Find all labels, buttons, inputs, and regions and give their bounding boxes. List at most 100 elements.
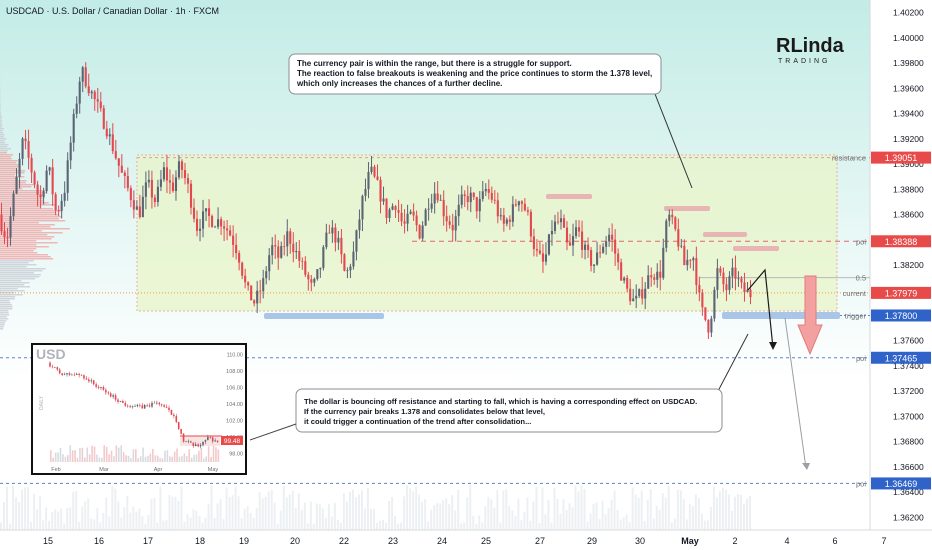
volume-bar bbox=[39, 496, 42, 530]
volume-bar bbox=[144, 523, 147, 530]
inset-volume-bar bbox=[156, 455, 159, 462]
volume-bar bbox=[36, 509, 39, 530]
volume-profile-bar bbox=[0, 296, 16, 298]
volume-bar bbox=[730, 510, 733, 530]
volume-bar bbox=[183, 521, 186, 530]
candle-body bbox=[556, 221, 560, 223]
volume-bar bbox=[379, 520, 382, 530]
inset-volume-bar bbox=[203, 458, 205, 462]
volume-bar bbox=[487, 497, 490, 530]
volume-profile-bar bbox=[0, 156, 12, 158]
usd-inset-chart[interactable]: USD DAILY 110.00 108.00 106.00 104.00 102.00… bbox=[31, 343, 247, 475]
candle-body bbox=[514, 204, 517, 206]
volume-bar bbox=[237, 496, 240, 530]
inset-volume-bar bbox=[118, 447, 120, 462]
volume-bar bbox=[306, 523, 309, 530]
level-name: poi bbox=[856, 237, 866, 246]
inset-candle-body bbox=[124, 402, 127, 406]
candle-body bbox=[138, 206, 141, 218]
volume-profile bbox=[0, 70, 70, 330]
inset-candle-body bbox=[190, 441, 192, 443]
inset-candle-body bbox=[204, 440, 207, 442]
volume-bar bbox=[637, 497, 640, 530]
candle-body bbox=[319, 267, 322, 270]
x-tick-label: 4 bbox=[784, 536, 789, 546]
volume-bar bbox=[712, 486, 715, 530]
volume-bar bbox=[105, 497, 108, 530]
inset-candle-body bbox=[68, 373, 71, 375]
volume-bar bbox=[234, 486, 237, 530]
price-axis[interactable]: 1.40200 1.40000 1.39800 1.39600 1.39400 1.392… bbox=[893, 8, 924, 523]
inset-y-tick: 104.00 bbox=[226, 402, 243, 408]
volume-bar bbox=[159, 486, 162, 530]
candle-body bbox=[208, 208, 211, 217]
volume-bar bbox=[261, 498, 264, 530]
volume-bar bbox=[150, 499, 153, 530]
candle-body bbox=[340, 237, 343, 255]
candle-body bbox=[647, 275, 650, 289]
x-tick-label: 18 bbox=[195, 536, 205, 546]
volume-bar bbox=[493, 507, 496, 530]
inset-connector bbox=[249, 423, 297, 441]
candle-body bbox=[99, 101, 102, 109]
level-name: 0.5 bbox=[856, 274, 866, 283]
candle-body bbox=[39, 194, 42, 198]
inset-volume-bar bbox=[139, 456, 142, 462]
volume-bar bbox=[372, 509, 375, 530]
candle-body bbox=[713, 289, 716, 319]
volume-profile-bar bbox=[0, 314, 10, 316]
volume-bar bbox=[108, 516, 111, 530]
projection-path[interactable] bbox=[747, 268, 774, 349]
volume-bar bbox=[442, 500, 445, 530]
volume-bar bbox=[748, 495, 751, 530]
inset-volume-bar bbox=[79, 448, 81, 462]
candle-body bbox=[457, 204, 460, 217]
inset-range-band bbox=[180, 436, 220, 446]
bottom-callout[interactable]: The dollar is bouncing off resistance an… bbox=[249, 333, 749, 441]
candle-body bbox=[295, 251, 298, 253]
volume-profile-bar bbox=[0, 300, 10, 302]
volume-bar bbox=[231, 495, 234, 530]
candle-body bbox=[433, 193, 436, 204]
volume-bar bbox=[727, 494, 730, 530]
volume-bar bbox=[643, 521, 646, 530]
volume-bar bbox=[697, 498, 700, 530]
volume-bar bbox=[628, 522, 631, 530]
volume-profile-bar bbox=[0, 328, 4, 330]
inset-candle-body bbox=[66, 373, 68, 375]
volume-bar bbox=[505, 489, 508, 530]
top-note-line-1: The currency pair is within the range, b… bbox=[297, 59, 572, 68]
candle-body bbox=[602, 246, 605, 253]
volume-profile-bar bbox=[0, 112, 1, 114]
trigger-zone-right bbox=[722, 312, 840, 319]
candle-body bbox=[198, 228, 202, 231]
volume-bar bbox=[3, 501, 6, 530]
candle-body bbox=[605, 241, 608, 247]
volume-profile-bar bbox=[0, 232, 63, 234]
candle-body bbox=[120, 165, 123, 173]
volume-bar bbox=[78, 521, 81, 530]
inset-volume-bar bbox=[69, 445, 72, 462]
volume-bar bbox=[192, 509, 195, 530]
candle-body bbox=[355, 230, 358, 252]
resistance-zone-4 bbox=[733, 246, 779, 251]
time-axis[interactable]: 15 16 17 18 19 20 22 23 24 25 27 29 30 May 2 4 6 7 bbox=[43, 536, 887, 546]
top-callout[interactable]: The currency pair is within the range, b… bbox=[288, 53, 693, 189]
inset-volume-bar bbox=[152, 448, 154, 462]
price-tag bbox=[871, 151, 931, 164]
candle-body bbox=[584, 244, 587, 250]
candle-body bbox=[301, 260, 304, 262]
volume-bar bbox=[718, 491, 721, 530]
inset-volume-bar bbox=[50, 450, 52, 462]
candle-body bbox=[36, 184, 39, 195]
volume-bar bbox=[213, 517, 216, 530]
volume-profile-bar bbox=[0, 124, 3, 126]
candle-body bbox=[310, 279, 313, 283]
candle-body bbox=[274, 245, 277, 247]
volume-bar bbox=[225, 487, 228, 530]
candle-body bbox=[313, 278, 316, 283]
volume-profile-bar bbox=[0, 260, 34, 262]
volume-bar bbox=[48, 520, 51, 530]
volume-profile-bar bbox=[0, 298, 15, 300]
